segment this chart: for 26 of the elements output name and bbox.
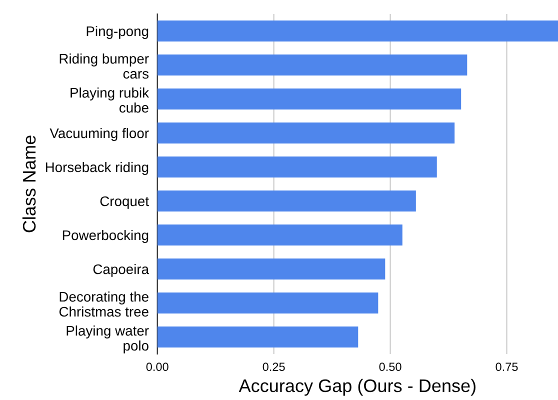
y-tick-label: Croquet <box>100 196 149 209</box>
x-tick-label: 0.50 <box>379 362 402 372</box>
y-tick-label: Ping-pong <box>86 26 148 39</box>
y-tick-label: Playing rubik cube <box>70 87 150 113</box>
bar <box>157 88 462 110</box>
bar <box>157 20 558 42</box>
x-tick-label: 0.00 <box>146 362 168 372</box>
x-axis-title: Accuracy Gap (Ours - Dense) <box>238 378 476 396</box>
x-tick-label: 0.25 <box>262 362 285 372</box>
y-tick-label: Capoeira <box>93 264 150 277</box>
bar <box>157 224 402 246</box>
bar <box>157 156 437 178</box>
y-axis-title: Class Name <box>22 136 36 232</box>
bar <box>157 258 386 280</box>
x-tick-label: 0.75 <box>496 362 518 372</box>
y-tick-label: Playing water polo <box>66 325 149 354</box>
bar <box>157 122 455 144</box>
bar <box>157 54 468 76</box>
y-tick-label: Vacuuming floor <box>50 128 149 141</box>
y-tick-label: Riding bumper cars <box>60 53 149 79</box>
bar <box>157 190 416 212</box>
y-tick-label: Decorating the Christmas tree <box>59 291 148 317</box>
y-tick-label: Horseback riding <box>46 162 148 175</box>
bar <box>157 292 378 314</box>
y-tick-label: Powerbocking <box>62 230 148 243</box>
bar <box>157 326 358 348</box>
